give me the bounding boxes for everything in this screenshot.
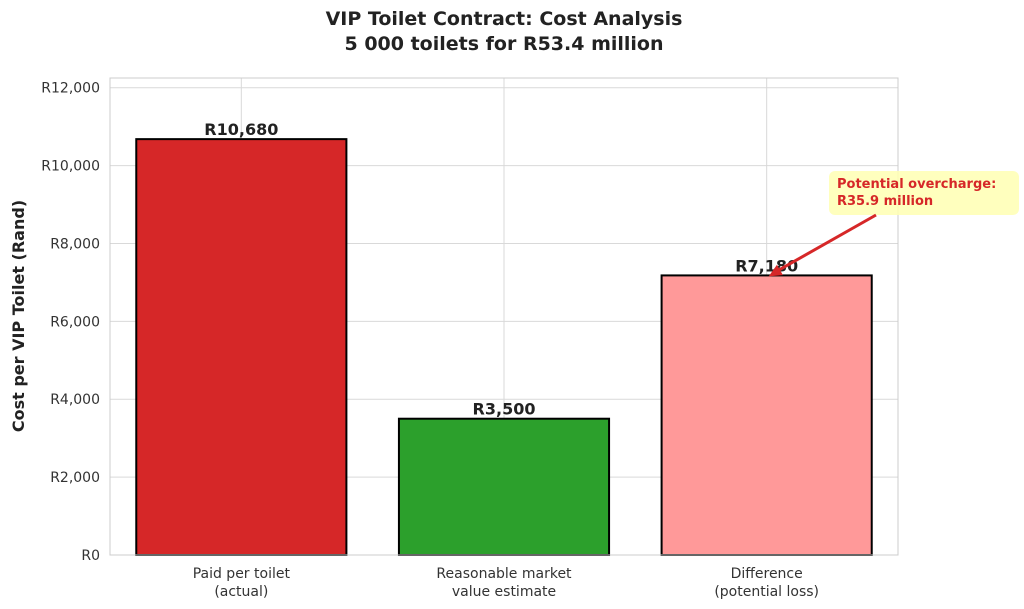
- annotation-text: R35.9 million: [837, 194, 933, 209]
- bar-value-label: R3,500: [473, 400, 536, 419]
- y-tick-label: R2,000: [50, 470, 100, 486]
- y-tick-label: R8,000: [50, 236, 100, 252]
- x-tick-label: Paid per toilet: [193, 566, 291, 582]
- bar: [397, 417, 611, 557]
- bar-value-label: R10,680: [204, 120, 278, 139]
- x-tick-label: Reasonable market: [436, 566, 572, 582]
- x-tick-label: (actual): [214, 584, 268, 600]
- y-tick-label: R6,000: [50, 314, 100, 330]
- bar: [135, 138, 348, 556]
- y-axis-label: Cost per VIP Toilet (Rand): [9, 200, 28, 432]
- y-tick-label: R12,000: [41, 81, 100, 97]
- bar-value-label: R7,180: [735, 256, 798, 275]
- chart-title: VIP Toilet Contract: Cost Analysis: [326, 8, 683, 30]
- plot-area: R0 R2,000 R4,000 R6,000 R8,000 R10,000 R12,000…: [41, 77, 1019, 600]
- annotation-arrow-head: [768, 264, 783, 277]
- plot-frame: [109, 77, 899, 556]
- y-tick-label: R10,000: [41, 159, 100, 175]
- bar: [660, 274, 873, 556]
- annotation-arrow-shaft: [773, 213, 877, 274]
- x-tick-label: Difference: [731, 566, 803, 582]
- annotation-text: Potential overcharge:: [837, 177, 996, 192]
- chart-subtitle: 5 000 toilets for R53.4 million: [344, 33, 663, 55]
- x-tick-label: value estimate: [452, 584, 556, 600]
- y-tick-label: R4,000: [50, 392, 100, 408]
- y-tick-label: R0: [81, 548, 100, 564]
- annotation-box: [829, 171, 1019, 215]
- x-tick-label: (potential loss): [714, 584, 819, 600]
